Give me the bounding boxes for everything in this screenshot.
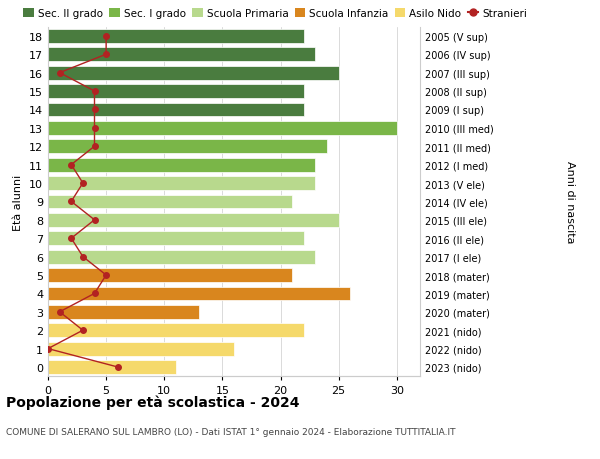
Bar: [48, 122, 397, 135]
Bar: [48, 67, 338, 80]
Bar: [48, 30, 304, 44]
Bar: [48, 360, 176, 374]
Y-axis label: Anni di nascita: Anni di nascita: [565, 161, 575, 243]
Legend: Sec. II grado, Sec. I grado, Scuola Primaria, Scuola Infanzia, Asilo Nido, Stran: Sec. II grado, Sec. I grado, Scuola Prim…: [23, 9, 527, 19]
Bar: [48, 213, 338, 227]
Bar: [48, 342, 234, 356]
Text: COMUNE DI SALERANO SUL LAMBRO (LO) - Dati ISTAT 1° gennaio 2024 - Elaborazione T: COMUNE DI SALERANO SUL LAMBRO (LO) - Dat…: [6, 427, 455, 436]
Bar: [48, 232, 304, 246]
Bar: [48, 269, 292, 282]
Bar: [48, 48, 316, 62]
Bar: [48, 250, 316, 264]
Bar: [48, 305, 199, 319]
Bar: [48, 324, 304, 337]
Bar: [48, 195, 292, 209]
Text: Popolazione per età scolastica - 2024: Popolazione per età scolastica - 2024: [6, 395, 299, 409]
Bar: [48, 85, 304, 99]
Bar: [48, 140, 327, 154]
Bar: [48, 177, 316, 190]
Y-axis label: Età alunni: Età alunni: [13, 174, 23, 230]
Bar: [48, 287, 350, 301]
Bar: [48, 103, 304, 117]
Bar: [48, 158, 316, 172]
